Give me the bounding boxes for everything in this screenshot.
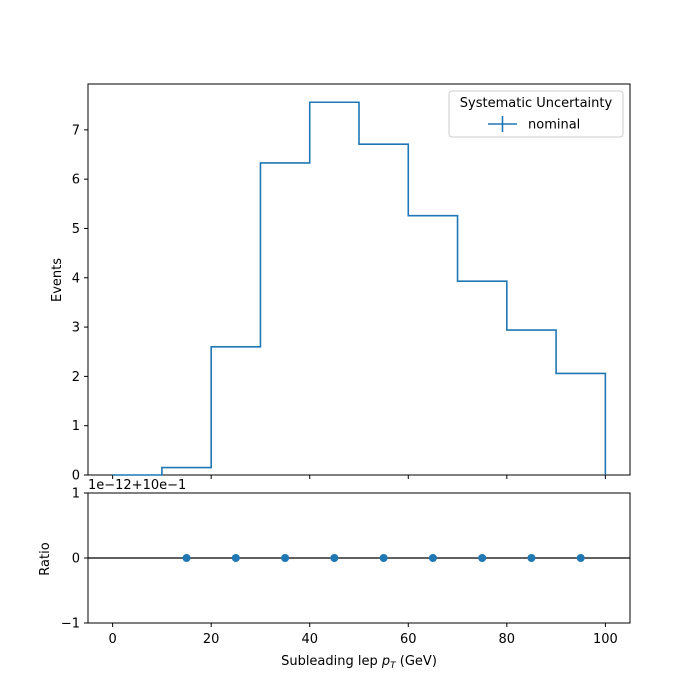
legend-box bbox=[448, 90, 624, 138]
legend-entry-nominal: nominal bbox=[528, 118, 580, 133]
main-panel: 0 1 2 3 4 5 6 7 Events Systematic Uncertainty n… bbox=[50, 83, 631, 484]
ratio-point bbox=[527, 554, 536, 562]
ratio-y-tick-label: −1 bbox=[61, 617, 80, 632]
ratio-point bbox=[478, 554, 487, 562]
x-axis-label-subscript: T bbox=[390, 661, 397, 671]
ratio-y-tick-label: 1 bbox=[72, 487, 80, 502]
ratio-x-ticks: 0 20 40 60 80 100 bbox=[108, 623, 618, 647]
ratio-points bbox=[182, 554, 585, 562]
ratio-offset-label: 1e−12+10e−1 bbox=[88, 478, 186, 493]
main-plot-frame bbox=[87, 83, 631, 476]
x-tick-label: 20 bbox=[203, 632, 220, 647]
ratio-point bbox=[281, 554, 290, 562]
x-axis-label-math: p bbox=[381, 654, 390, 669]
ratio-point bbox=[576, 554, 585, 562]
main-y-tick-label: 6 bbox=[72, 173, 80, 188]
ratio-point bbox=[231, 554, 240, 562]
main-y-tick-label: 1 bbox=[72, 419, 80, 434]
main-y-ticks: 0 1 2 3 4 5 6 7 bbox=[72, 123, 88, 484]
legend-title: Systematic Uncertainty bbox=[460, 96, 613, 111]
ratio-point bbox=[330, 554, 339, 562]
ratio-panel: −101 0 20 40 60 80 100 1e−12+10e−1 Ratio bbox=[38, 478, 631, 647]
x-tick-label: 60 bbox=[400, 632, 417, 647]
main-y-axis-label: Events bbox=[50, 258, 65, 302]
x-tick-label: 80 bbox=[499, 632, 516, 647]
main-y-tick-label: 5 bbox=[72, 222, 80, 237]
main-y-tick-label: 0 bbox=[72, 469, 80, 484]
x-tick-label: 100 bbox=[593, 632, 618, 647]
x-axis-label-text: Subleading lep bbox=[281, 654, 378, 669]
x-tick-label: 0 bbox=[108, 632, 116, 647]
ratio-point bbox=[428, 554, 437, 562]
series-nominal-step-line bbox=[112, 101, 607, 476]
ratio-y-tick-label: 0 bbox=[72, 552, 80, 567]
ratio-point bbox=[182, 554, 191, 562]
legend: Systematic Uncertainty nominal bbox=[448, 90, 624, 138]
ratio-point bbox=[379, 554, 388, 562]
x-axis-label: Subleading lep pT (GeV) bbox=[281, 654, 437, 671]
x-axis-label-unit: (GeV) bbox=[396, 654, 437, 669]
main-x-ticks bbox=[112, 475, 606, 479]
main-y-tick-label: 7 bbox=[72, 123, 80, 138]
ratio-y-ticks: −1 0 1 bbox=[61, 487, 88, 632]
x-tick-label: 40 bbox=[301, 632, 318, 647]
main-y-tick-label: 4 bbox=[72, 271, 80, 286]
main-y-tick-label: 2 bbox=[72, 370, 80, 385]
main-y-tick-label: 3 bbox=[72, 321, 80, 336]
ratio-y-axis-label: Ratio bbox=[38, 542, 53, 575]
